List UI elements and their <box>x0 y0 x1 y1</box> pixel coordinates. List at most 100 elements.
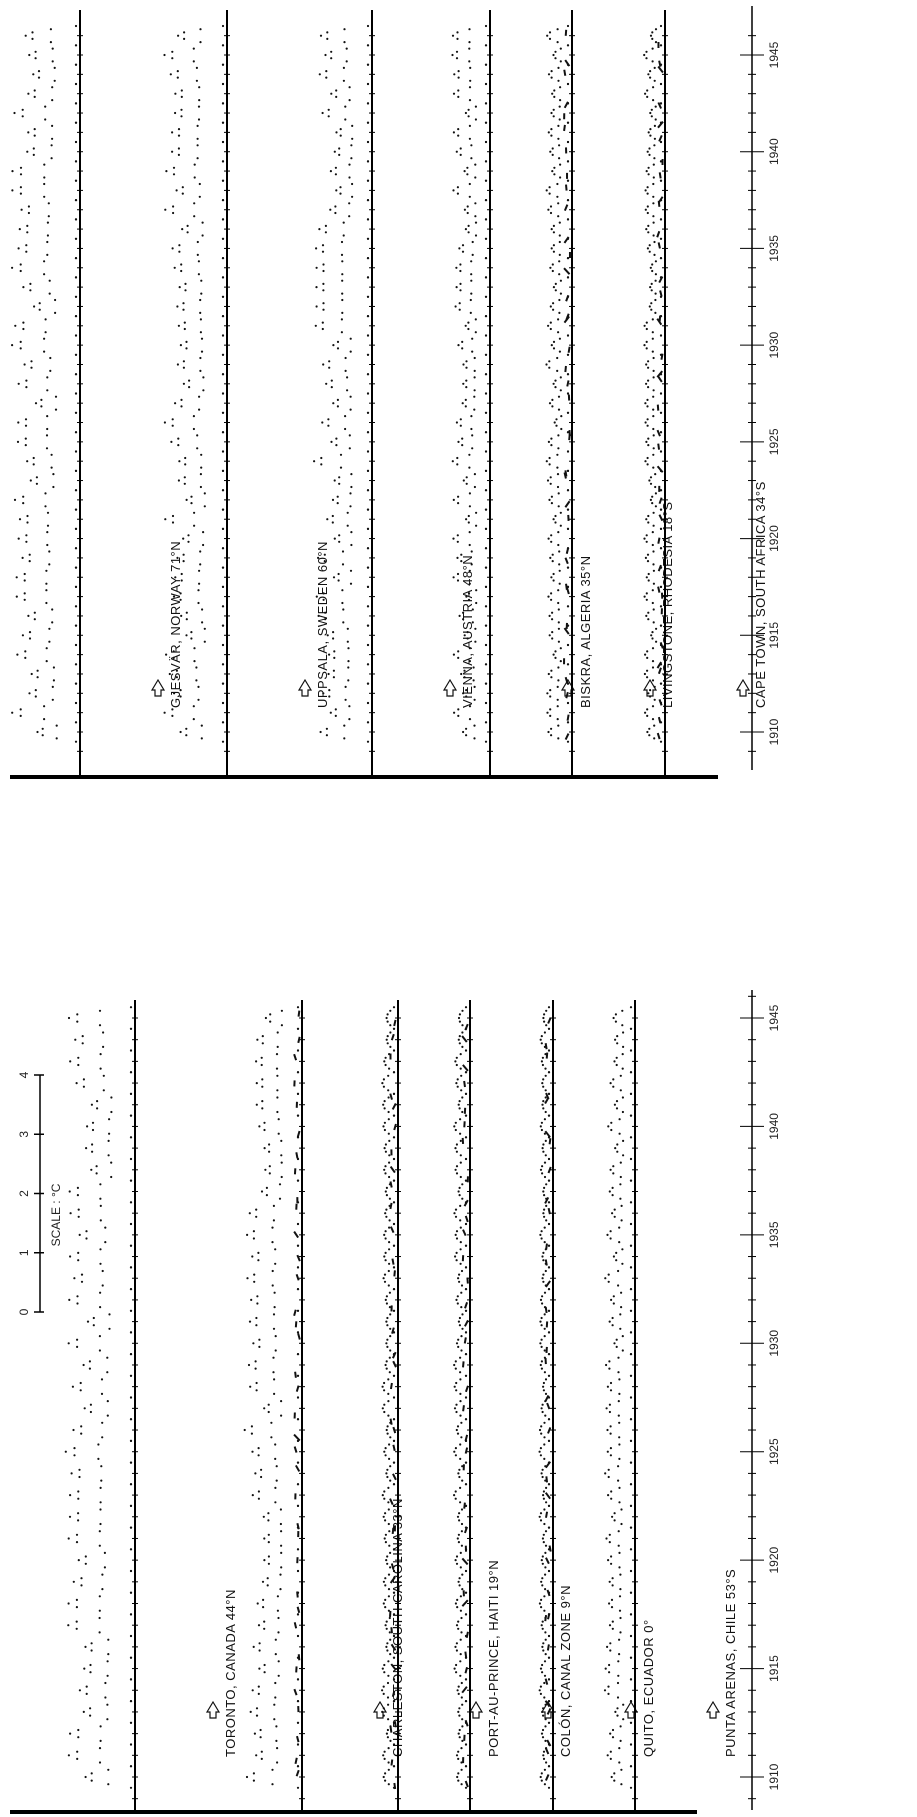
upper-station-5-point <box>645 321 648 324</box>
upper-year-label: 1930 <box>767 331 781 358</box>
lower-station-0-point <box>68 1190 71 1193</box>
lower-station-4-point <box>541 1468 544 1471</box>
lower-station-0-point <box>79 1381 82 1385</box>
lower-station-2-point <box>389 1045 392 1048</box>
upper-station-1-point <box>172 211 175 215</box>
upper-station-3-point <box>468 582 471 585</box>
lower-station-0-point <box>70 1472 73 1475</box>
lower-station-3-point <box>458 1519 461 1522</box>
upper-station-0-point <box>48 563 51 566</box>
upper-station-1-point <box>221 24 225 28</box>
upper-station-0-point <box>29 479 32 482</box>
upper-station-3-point <box>473 698 476 701</box>
lower-station-4-point <box>542 1490 546 1493</box>
lower-station-3-point <box>460 1544 463 1547</box>
upper-station-4-point <box>549 476 552 479</box>
lower-station-2-point <box>387 1096 390 1099</box>
lower-station-1-point <box>260 1063 263 1067</box>
upper-station-2-point <box>350 531 353 534</box>
lower-station-4-point <box>539 1512 543 1515</box>
upper-station-3-point <box>484 489 488 492</box>
lower-station-4-point <box>540 1407 543 1410</box>
lower-station-1-point <box>296 1786 300 1789</box>
upper-station-1-point <box>185 347 188 350</box>
upper-station-1-point <box>196 144 199 147</box>
upper-station-1-point <box>171 514 175 518</box>
lower-station-3-point <box>458 1324 461 1327</box>
upper-station-1-point <box>190 637 193 640</box>
lower-station-0-point <box>67 1342 70 1345</box>
upper-station-4-point <box>553 89 556 92</box>
upper-station-3-point <box>484 566 488 569</box>
upper-station-1-point <box>165 170 168 173</box>
lower-station-3-point <box>457 1685 460 1688</box>
upper-station-4-point <box>558 105 561 108</box>
upper-station-4-point <box>556 41 559 44</box>
upper-station-0-point <box>44 505 47 508</box>
upper-station-1-point <box>221 721 225 724</box>
upper-station-0-point <box>36 730 39 734</box>
upper-station-2-point <box>350 543 353 547</box>
lower-station-4-point <box>542 1649 545 1652</box>
lower-station-3-point <box>459 1660 462 1663</box>
lower-station-4-point <box>541 1562 544 1565</box>
upper-station-5-point <box>652 395 655 398</box>
lower-station-3-point <box>460 1421 463 1424</box>
upper-station-3-point <box>459 263 462 266</box>
lower-station-0-point <box>82 1710 85 1713</box>
lower-station-1-point <box>276 1609 279 1612</box>
upper-station-1-point <box>221 276 225 279</box>
upper-station-2-point <box>328 695 331 698</box>
upper-station-0-point <box>24 34 27 37</box>
lower-station-3-point <box>457 1692 460 1695</box>
upper-station-1-point <box>199 563 202 566</box>
upper-station-4-point <box>550 111 553 115</box>
upper-station-1-point <box>200 724 203 727</box>
lower-station-2-point <box>392 1244 396 1247</box>
lower-station-5-point <box>618 1761 621 1764</box>
upper-station-5-point <box>647 444 650 447</box>
lower-station-4-point <box>541 1103 544 1106</box>
lower-station-3-point <box>464 1396 468 1399</box>
upper-station-3-point <box>484 44 488 47</box>
upper-station-0-point <box>74 469 78 472</box>
lower-station-5-point <box>618 1486 621 1489</box>
upper-station-2-point <box>331 514 334 518</box>
upper-station-3-point <box>470 292 473 295</box>
lower-station-2-point <box>387 1089 390 1092</box>
upper-station-2-point <box>346 524 349 527</box>
upper-station-0-point <box>46 524 50 527</box>
upper-station-3-point <box>474 331 477 334</box>
upper-station-4-point <box>557 66 560 69</box>
upper-station-4-point <box>552 347 556 350</box>
lower-station-2-point <box>387 1718 390 1721</box>
lower-station-5-point <box>621 1024 624 1027</box>
upper-station-1-point <box>200 292 203 295</box>
upper-station-2-point <box>366 701 370 705</box>
lower-station-4-point <box>544 1739 547 1742</box>
upper-station-5-point <box>659 82 663 86</box>
upper-station-1-point <box>163 421 166 424</box>
lower-station-3-point <box>455 1298 458 1301</box>
lower-year-label: 1915 <box>767 1655 781 1682</box>
station-label-upper-0: GJESVÄR, NORWAY 71°N <box>168 541 183 708</box>
lower-station-2-point <box>384 1056 387 1059</box>
lower-station-4-point <box>543 1457 546 1460</box>
lower-station-4-dash <box>545 1476 549 1483</box>
upper-station-0-point <box>74 527 78 531</box>
upper-station-4-point <box>550 247 553 250</box>
upper-station-1-point <box>202 389 205 392</box>
lower-station-2-point <box>383 1497 386 1500</box>
upper-station-4-point <box>557 679 560 682</box>
lower-station-5-point <box>618 1595 622 1598</box>
upper-station-4-point <box>549 327 552 331</box>
upper-station-2-point <box>366 179 370 182</box>
lower-station-0-point <box>77 1728 80 1732</box>
lower-station-3-point <box>457 1472 460 1475</box>
upper-station-4-point <box>552 340 556 343</box>
upper-station-4-point <box>552 115 555 118</box>
upper-station-2-point <box>336 495 339 498</box>
lower-station-5-point <box>605 1363 608 1367</box>
upper-station-5-point <box>649 134 652 137</box>
upper-station-1-point <box>185 734 188 737</box>
